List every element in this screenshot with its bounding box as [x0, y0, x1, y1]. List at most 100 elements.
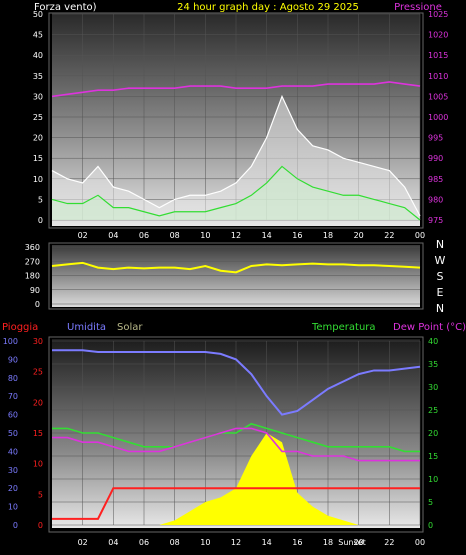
wind-tick-label: 50: [33, 10, 43, 19]
compass-letter: N: [436, 302, 444, 315]
temperature-label: Temperatura: [311, 322, 376, 333]
hour-tick-label: 16: [292, 538, 302, 547]
pressure-tick-label: 980: [428, 195, 443, 204]
humidity-tick-label: 20: [8, 484, 18, 493]
hour-tick-label: 04: [108, 538, 118, 547]
hour-tick-label: 20: [354, 231, 364, 240]
direction-tick-label: 270: [25, 257, 40, 266]
temperature-tick-label: 35: [428, 360, 438, 369]
pressure-tick-label: 985: [428, 175, 443, 184]
wind-gust-line: [51, 94, 421, 217]
direction-plot-area: [52, 245, 420, 307]
wind-speed-label: Forza vento): [34, 2, 97, 13]
direction-tick-label: 360: [25, 243, 40, 252]
wind-tick-label: 20: [33, 134, 43, 143]
wind-tick-label: 0: [38, 216, 43, 225]
dewpoint-label: Dew Point (°C): [393, 322, 466, 333]
pressure-tick-label: 1000: [428, 113, 448, 122]
direction-tick-label: 90: [30, 286, 40, 295]
rain-label: Pioggia: [2, 322, 38, 333]
rain-tick-label: 30: [33, 337, 43, 346]
hour-tick-label: 20: [354, 538, 364, 547]
humidity-tick-label: 70: [8, 392, 18, 401]
wind-tick-label: 5: [38, 195, 43, 204]
pressure-tick-label: 1020: [428, 31, 448, 40]
direction-tick-label: 180: [25, 272, 40, 281]
temperature-tick-label: 20: [428, 429, 438, 438]
temperature-tick-label: 25: [428, 406, 438, 415]
wind-tick-label: 30: [33, 92, 43, 101]
pressure-tick-label: 1025: [428, 10, 448, 19]
wind-tick-label: 10: [33, 175, 43, 184]
humidity-tick-label: 10: [8, 503, 18, 512]
pressure-tick-label: 1015: [428, 51, 448, 60]
rain-tick-label: 15: [33, 429, 43, 438]
humidity-tick-label: 0: [13, 521, 18, 530]
temperature-tick-label: 30: [428, 383, 438, 392]
wind-series: [51, 81, 421, 221]
pressure-line: [51, 81, 421, 98]
humidity-tick-label: 50: [8, 429, 18, 438]
wind-tick-label: 15: [33, 154, 43, 163]
hour-tick-label: 14: [262, 538, 272, 547]
hour-tick-label: 18: [323, 538, 333, 547]
sunset-label: Sunset: [338, 538, 365, 547]
temperature-tick-label: 5: [428, 498, 433, 507]
hour-tick-label: 00: [415, 231, 425, 240]
climate-x-axis: 02 04 06 08 10 12 14 16 18 20 22 00: [78, 538, 426, 547]
hour-tick-label: 02: [78, 231, 88, 240]
hour-tick-label: 10: [200, 231, 210, 240]
compass-letter: N: [436, 238, 444, 251]
compass-letter: E: [437, 286, 444, 299]
pressure-y-axis: 975 980 985 990 995 1000 1005 1010 1015 1020 1025: [428, 10, 448, 225]
pressure-tick-label: 1010: [428, 72, 448, 81]
temperature-tick-label: 15: [428, 452, 438, 461]
solar-area: [52, 433, 420, 525]
compass-letter: W: [435, 254, 446, 267]
hour-tick-label: 10: [200, 538, 210, 547]
hour-tick-label: 22: [384, 231, 394, 240]
wind-y-axis: 0 5 10 15 20 25 30 35 40 45 50: [33, 10, 43, 225]
hour-tick-label: 02: [78, 538, 88, 547]
direction-series: [51, 261, 421, 274]
pressure-tick-label: 1005: [428, 92, 448, 101]
humidity-tick-label: 90: [8, 355, 18, 364]
rain-line: [52, 487, 420, 520]
temperature-tick-label: 10: [428, 475, 438, 484]
wind-tick-label: 40: [33, 51, 43, 60]
wind-tick-label: 25: [33, 113, 43, 122]
humidity-tick-label: 30: [8, 466, 18, 475]
hour-tick-label: 18: [323, 231, 333, 240]
temperature-y-axis: 0 5 10 15 20 25 30 35 40: [428, 337, 438, 530]
hour-tick-label: 06: [139, 538, 149, 547]
wind-tick-label: 45: [33, 31, 43, 40]
climate-series: [52, 349, 421, 525]
hour-tick-label: 04: [108, 231, 118, 240]
pressure-tick-label: 990: [428, 154, 443, 163]
wind-tick-label: 35: [33, 72, 43, 81]
hour-tick-label: 12: [231, 231, 241, 240]
direction-line: [51, 261, 421, 274]
temperature-line: [52, 422, 420, 453]
direction-y-axis: 0 90 180 270 360: [25, 243, 40, 309]
compass-letter: S: [437, 270, 444, 283]
hour-tick-label: 22: [384, 538, 394, 547]
dewpoint-line: [52, 427, 420, 462]
wind-x-axis: 02 04 06 08 10 12 14 16 18 20 22 00: [78, 231, 426, 240]
pressure-tick-label: 975: [428, 216, 443, 225]
rain-y-axis: 0 5 10 15 20 25 30: [33, 337, 43, 530]
wind-avg-area: [52, 166, 420, 220]
hour-tick-label: 08: [170, 538, 180, 547]
temperature-tick-label: 0: [428, 521, 433, 530]
direction-grid: [52, 246, 420, 305]
pressure-tick-label: 995: [428, 134, 443, 143]
direction-tick-label: 0: [35, 300, 40, 309]
rain-tick-label: 25: [33, 368, 43, 377]
rain-tick-label: 10: [33, 460, 43, 469]
humidity-tick-label: 60: [8, 411, 18, 420]
hour-tick-label: 06: [139, 231, 149, 240]
humidity-y-axis: 0 10 20 30 40 50 60 70 80 90 100: [3, 337, 18, 530]
rain-tick-label: 5: [38, 490, 43, 499]
